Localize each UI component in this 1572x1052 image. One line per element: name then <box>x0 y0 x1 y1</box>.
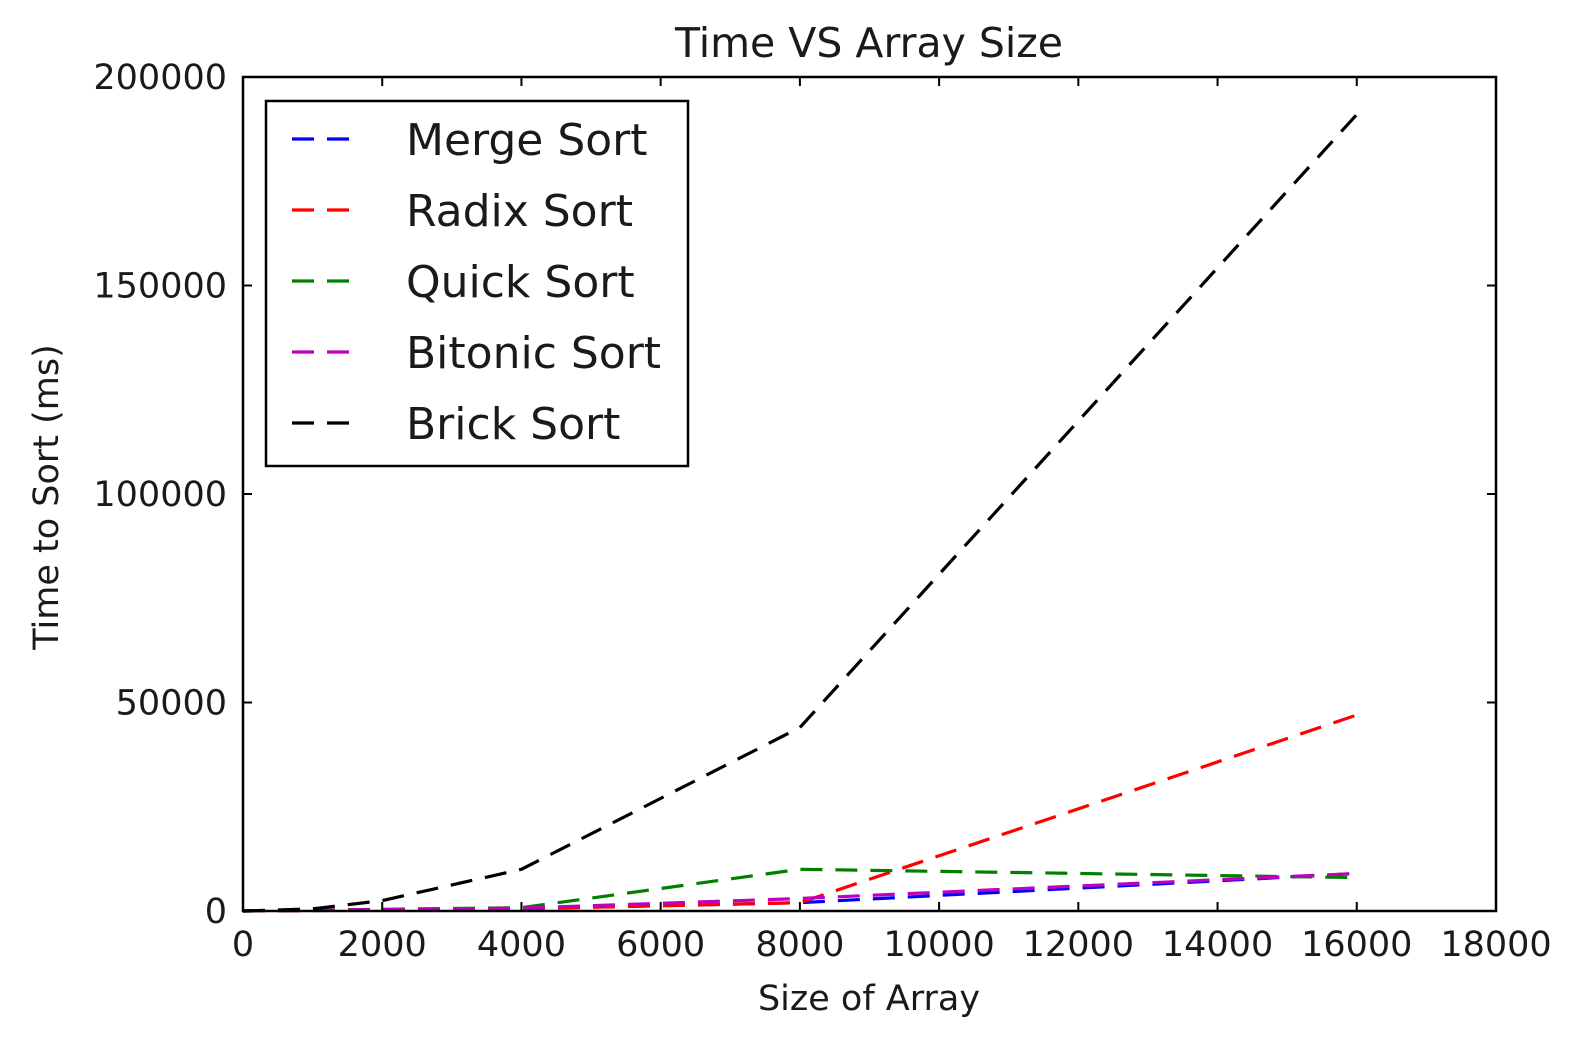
legend: Merge Sort Radix Sort Quick Sort Bitonic So… <box>264 99 690 468</box>
legend-label-3: Bitonic Sort <box>406 328 661 379</box>
y-axis-label: Time to Sort (ms) <box>27 344 67 651</box>
legend-label-2: Quick Sort <box>406 257 635 308</box>
x-tick-label: 4000 <box>477 925 566 965</box>
chart-title: Time VS Array Size <box>674 19 1063 67</box>
series-line-4 <box>242 113 1358 913</box>
y-tick-label: 100000 <box>93 475 227 515</box>
series-line-3 <box>242 871 1357 913</box>
legend-box <box>264 99 690 468</box>
x-tick-label: 14000 <box>1162 925 1273 965</box>
x-tick-label: 6000 <box>616 925 705 965</box>
x-tick-label: 0 <box>232 925 254 965</box>
x-tick-label: 2000 <box>338 925 427 965</box>
y-tick-label: 50000 <box>116 684 227 724</box>
x-axis-label: Size of Array <box>758 979 980 1019</box>
y-tick-label: 200000 <box>93 58 227 98</box>
plot-frame <box>241 75 1498 913</box>
y-tick-label: 150000 <box>93 267 227 307</box>
legend-label-1: Radix Sort <box>406 186 633 237</box>
legend-label-4: Brick Sort <box>406 399 620 450</box>
x-tick-label: 16000 <box>1301 925 1412 965</box>
x-tick-label: 18000 <box>1440 925 1551 965</box>
x-tick-label: 12000 <box>1023 925 1134 965</box>
y-tick-label: 0 <box>205 892 227 932</box>
x-tick-label: 8000 <box>755 925 844 965</box>
series-layer <box>242 113 1358 913</box>
legend-label-0: Merge Sort <box>406 115 648 166</box>
ticks-layer: 0 2000 4000 6000 8000 10000 12000 14000 16000 180… <box>93 58 1551 965</box>
x-tick-label: 10000 <box>883 925 994 965</box>
series-line-0 <box>242 871 1357 913</box>
